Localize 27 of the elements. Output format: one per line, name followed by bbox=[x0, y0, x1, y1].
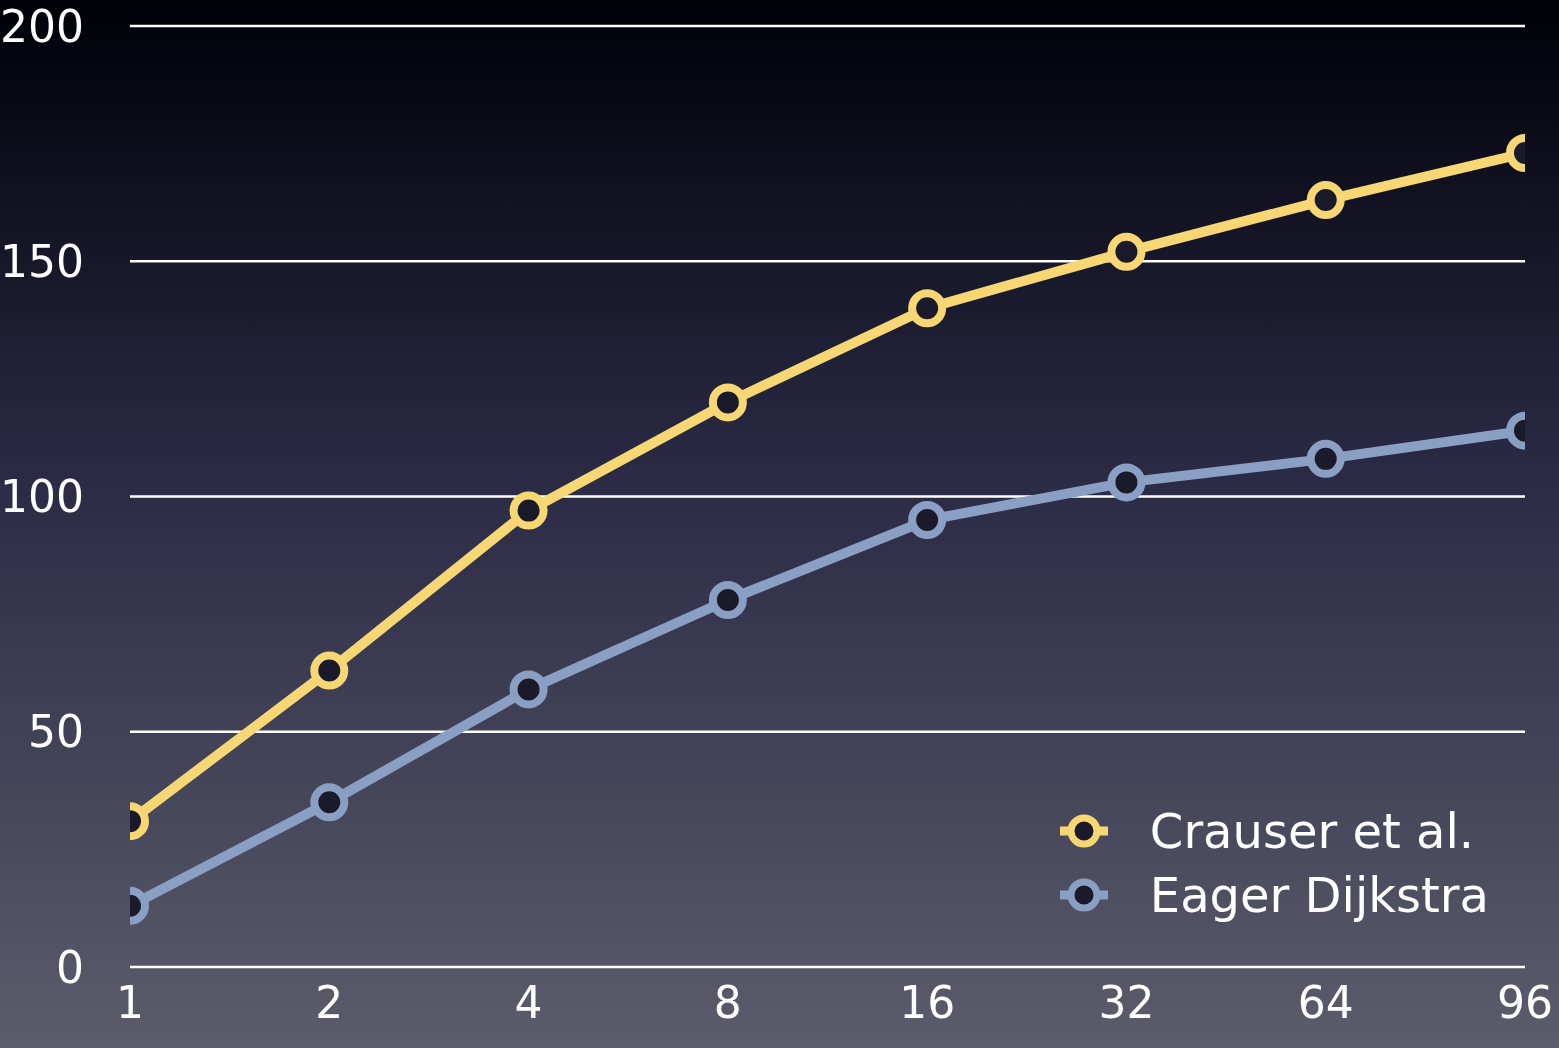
legend-label: Crauser et al. bbox=[1149, 803, 1475, 859]
point bbox=[310, 651, 349, 690]
point bbox=[1107, 463, 1146, 502]
point bbox=[908, 501, 947, 540]
point bbox=[708, 383, 747, 422]
point bbox=[509, 491, 548, 530]
point bbox=[1306, 181, 1345, 220]
y-tick-label: 100 bbox=[0, 471, 84, 523]
y-tick-label: 0 bbox=[56, 941, 84, 993]
point bbox=[310, 783, 349, 822]
point bbox=[908, 289, 947, 328]
point bbox=[1107, 232, 1146, 271]
legend-label: Eager Dijkstra bbox=[1149, 867, 1489, 923]
x-tick-label: 2 bbox=[315, 977, 344, 1029]
x-tick-label: 32 bbox=[1098, 977, 1155, 1029]
x-tick-label: 96 bbox=[1497, 977, 1553, 1029]
x-tick-label: 64 bbox=[1297, 977, 1354, 1029]
x-tick-label: 4 bbox=[514, 977, 543, 1029]
x-tick-label: 8 bbox=[713, 977, 742, 1029]
y-tick-label: 50 bbox=[28, 706, 84, 758]
y-tick-label: 150 bbox=[0, 235, 84, 287]
x-tick-label: 16 bbox=[899, 977, 956, 1029]
y-tick-label: 200 bbox=[0, 0, 84, 52]
point bbox=[509, 670, 548, 709]
x-tick-label: 1 bbox=[116, 977, 144, 1029]
point bbox=[1306, 439, 1345, 478]
point bbox=[708, 581, 747, 620]
